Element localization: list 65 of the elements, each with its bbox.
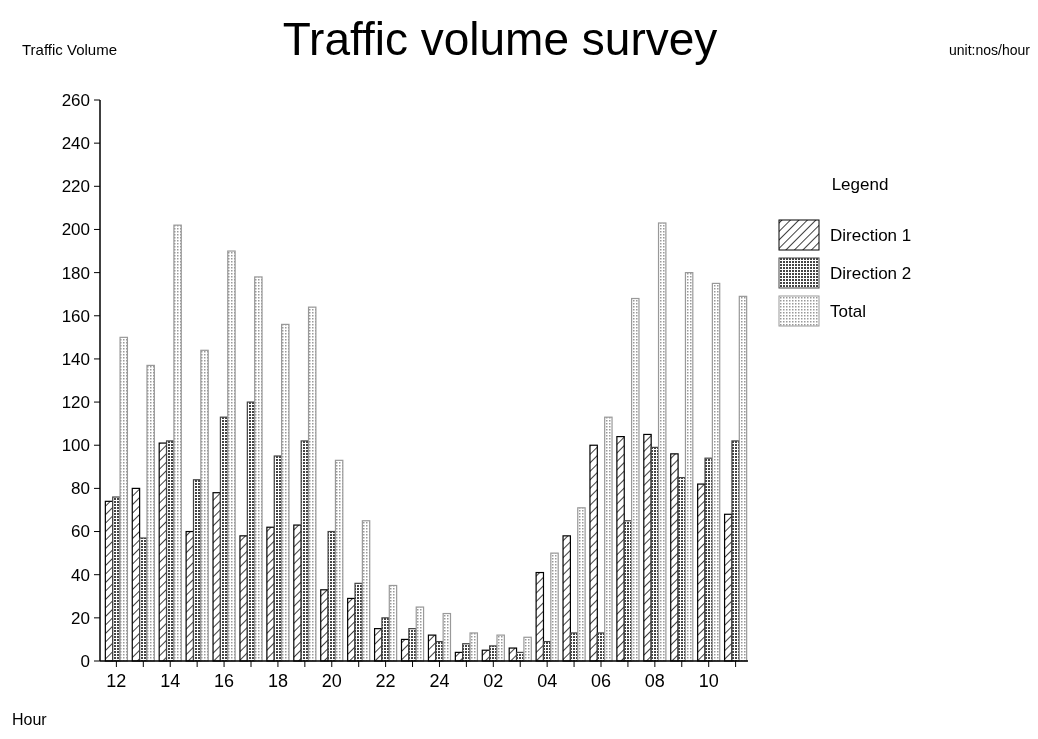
bar (523, 636, 532, 662)
bar (327, 530, 337, 662)
x-tick-label: 18 (267, 671, 288, 691)
y-tick-label: 60 (71, 522, 90, 542)
x-tick-label: 02 (483, 671, 504, 691)
bar (307, 306, 317, 662)
text: unit:nos/hour (949, 42, 1031, 58)
bar (281, 323, 290, 662)
bar (631, 297, 640, 662)
x-tick-label: 06 (590, 671, 612, 691)
y-tick-label: 0 (80, 651, 90, 671)
bar (711, 282, 721, 662)
y-tick-label: 120 (61, 393, 90, 413)
bar (550, 552, 559, 662)
bar (334, 459, 344, 662)
bar (496, 634, 505, 662)
x-tick-label: 14 (160, 671, 181, 691)
bar (738, 295, 748, 662)
x-tick-label: 04 (537, 671, 558, 691)
y-tick-label: 240 (61, 134, 90, 154)
bar (704, 457, 713, 662)
y-tick-label: 260 (61, 90, 90, 110)
x-tick-label: 24 (429, 671, 450, 691)
legend-label: Direction 2 (830, 263, 912, 283)
bar (415, 606, 425, 662)
bar (254, 276, 263, 662)
x-tick-label: 20 (321, 671, 342, 691)
bar (146, 364, 155, 662)
chart-title: Traffic volume survey (282, 13, 718, 65)
bar (200, 349, 209, 662)
bar (119, 336, 129, 662)
y-tick-label: 220 (61, 177, 90, 197)
x-axis-title: Hour (12, 711, 48, 728)
x-tick-label: 16 (214, 671, 235, 691)
y-tick-label: 160 (61, 306, 90, 326)
bar (173, 224, 182, 662)
y-tick-label: 20 (71, 608, 90, 628)
bar (469, 632, 479, 662)
y-tick-label: 200 (61, 220, 90, 240)
bar (657, 222, 667, 662)
y-tick-label: 40 (71, 565, 90, 585)
legend-title: Legend (831, 175, 889, 194)
bar (731, 440, 740, 662)
bar (577, 507, 586, 662)
legend-label: Direction 1 (830, 225, 912, 245)
bar (442, 612, 452, 662)
bar (677, 477, 687, 662)
y-axis-title: Traffic Volume (22, 41, 118, 58)
y-tick-label: 140 (61, 349, 90, 369)
x-tick-label: 12 (106, 671, 127, 691)
bar (408, 628, 417, 662)
bar (381, 617, 390, 662)
y-tick-label: 80 (71, 479, 90, 499)
x-tick-label: 08 (644, 671, 665, 691)
x-tick-label: 22 (375, 671, 396, 691)
legend-label: Total (830, 301, 866, 321)
bar (684, 272, 694, 662)
y-tick-label: 100 (61, 436, 90, 456)
bar (604, 416, 613, 662)
bar (361, 520, 371, 662)
x-tick-label: 10 (698, 671, 719, 691)
bar (227, 250, 236, 662)
bar (388, 584, 398, 662)
bar (354, 582, 363, 662)
y-tick-label: 180 (61, 263, 90, 283)
